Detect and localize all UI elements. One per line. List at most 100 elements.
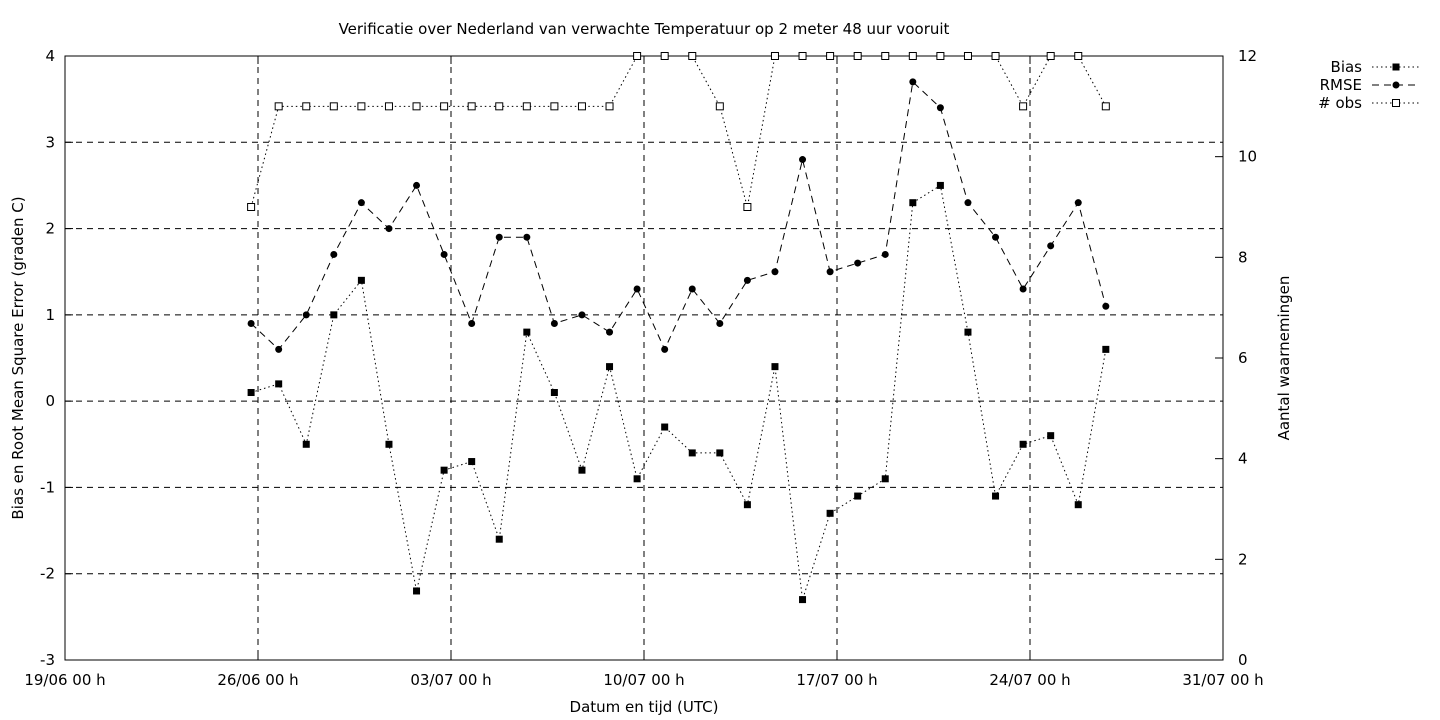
x-tick-label: 19/06 00 h <box>24 671 105 689</box>
data-point-bias <box>854 492 862 500</box>
x-tick-label: 26/06 00 h <box>217 671 298 689</box>
data-point-bias <box>1102 345 1110 353</box>
data-point-bias <box>936 181 944 189</box>
data-point-obs <box>770 52 779 60</box>
data-point-obs <box>577 102 586 111</box>
legend-label-rmse: RMSE <box>1320 76 1362 94</box>
data-point-bias <box>909 199 917 207</box>
data-point-obs <box>936 52 945 60</box>
data-point-rmse <box>440 250 448 258</box>
data-point-bias <box>799 596 807 604</box>
data-point-bias <box>661 423 669 431</box>
data-point-bias <box>247 389 255 397</box>
data-point-rmse <box>302 311 310 319</box>
chart-title: Verificatie over Nederland van verwachte… <box>339 20 950 38</box>
y-tick-label: 4 <box>45 47 55 65</box>
data-point-rmse <box>633 285 641 293</box>
data-point-rmse <box>357 199 365 207</box>
data-point-obs <box>329 102 338 111</box>
data-point-obs <box>660 52 669 60</box>
data-point-bias <box>1019 440 1027 448</box>
y2-tick-label: 10 <box>1238 148 1257 166</box>
data-point-obs <box>1046 52 1055 60</box>
data-point-obs <box>853 52 862 60</box>
data-point-bias <box>440 466 448 474</box>
data-point-bias <box>826 509 834 517</box>
data-point-bias <box>743 501 751 509</box>
data-point-bias <box>550 389 558 397</box>
data-point-bias <box>275 380 283 388</box>
data-point-rmse <box>523 233 531 241</box>
data-point-rmse <box>1019 285 1027 293</box>
y-tick-label: -1 <box>40 478 55 496</box>
data-point-rmse <box>578 311 586 319</box>
data-point-obs <box>440 102 449 111</box>
data-point-rmse <box>799 156 807 164</box>
data-point-rmse <box>275 345 283 353</box>
data-point-obs <box>302 102 311 111</box>
legend-label-obs: # obs <box>1318 94 1362 112</box>
data-point-bias <box>688 449 696 457</box>
series-bias <box>247 181 1110 604</box>
data-point-rmse <box>413 181 421 189</box>
data-point-bias <box>385 440 393 448</box>
x-tick-label: 10/07 00 h <box>603 671 684 689</box>
data-point-bias <box>302 440 310 448</box>
y-axis-label: Bias en Root Mean Square Error (graden C… <box>9 196 27 519</box>
y-tick-label: 3 <box>45 133 55 151</box>
data-point-rmse <box>1102 302 1110 310</box>
y2-tick-label: 4 <box>1238 450 1248 468</box>
data-point-rmse <box>936 104 944 112</box>
data-point-obs <box>247 203 256 211</box>
data-point-obs <box>881 52 890 60</box>
y2-tick-label: 8 <box>1238 248 1248 266</box>
data-point-bias <box>468 458 476 466</box>
series-layer <box>247 52 1110 604</box>
data-point-rmse <box>606 328 614 336</box>
x-tick-label: 24/07 00 h <box>989 671 1070 689</box>
data-point-rmse <box>826 268 834 276</box>
x-tick-label: 03/07 00 h <box>410 671 491 689</box>
data-point-obs <box>495 102 504 111</box>
data-point-bias <box>330 311 338 319</box>
data-point-rmse <box>550 319 558 327</box>
y2-axis-label: Aantal waarnemingen <box>1275 276 1293 441</box>
y2-tick-label: 0 <box>1238 651 1248 669</box>
data-point-obs <box>633 52 642 60</box>
data-point-obs <box>605 102 614 111</box>
data-point-rmse <box>771 268 779 276</box>
y-tick-label: 2 <box>45 220 55 238</box>
data-point-bias <box>495 535 503 543</box>
series-line-rmse <box>250 80 1107 351</box>
data-point-bias <box>1074 501 1082 509</box>
data-point-obs <box>1101 102 1110 111</box>
legend-marker-obs <box>1392 99 1400 107</box>
data-point-obs <box>274 102 283 111</box>
data-point-obs <box>412 102 421 111</box>
legend-label-bias: Bias <box>1331 58 1363 76</box>
data-point-rmse <box>468 319 476 327</box>
y2-tick-label: 2 <box>1238 550 1248 568</box>
data-point-obs <box>522 102 531 111</box>
data-point-bias <box>578 466 586 474</box>
series-line-obs <box>250 55 1107 208</box>
x-axis-label: Datum en tijd (UTC) <box>570 698 719 716</box>
y-tick-label: -3 <box>40 651 55 669</box>
data-point-rmse <box>992 233 1000 241</box>
data-point-rmse <box>909 78 917 86</box>
data-point-obs <box>715 102 724 111</box>
data-point-rmse <box>743 276 751 284</box>
data-point-obs <box>688 52 697 60</box>
data-point-obs <box>826 52 835 60</box>
x-tick-label: 31/07 00 h <box>1182 671 1263 689</box>
data-point-rmse <box>330 250 338 258</box>
data-point-rmse <box>688 285 696 293</box>
data-point-bias <box>413 587 421 595</box>
data-point-rmse <box>385 225 393 233</box>
series-line-bias <box>250 184 1107 600</box>
data-point-rmse <box>1074 199 1082 207</box>
data-point-obs <box>743 203 752 211</box>
